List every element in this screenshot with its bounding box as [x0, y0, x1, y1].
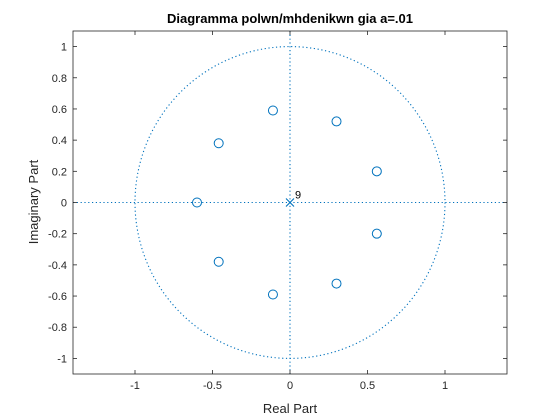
zero-marker	[331, 278, 342, 289]
zero-marker	[213, 138, 224, 149]
zero-marker	[371, 228, 382, 239]
axis-ticks: -1 -0.5 0 0.5 1 -1 -0.8 -0.6 -0.4 -0.2 0 0.2 0.4 0.6 0…	[48, 31, 507, 392]
y-tick-label: 0.2	[52, 166, 67, 178]
x-tick-label: 1	[442, 380, 448, 392]
pole-multiplicity-label: 9	[295, 190, 301, 202]
y-tick-label: -0.8	[48, 322, 67, 334]
chart-title: Diagramma polwn/mhdenikwn gia a=.01	[167, 11, 413, 26]
y-tick-label: 0.8	[52, 73, 67, 85]
x-tick-label: -0.5	[203, 380, 222, 392]
y-tick-label: -0.4	[48, 260, 67, 272]
y-tick-label: -1	[57, 353, 67, 365]
x-tick-label: -1	[130, 380, 140, 392]
y-tick-label: -0.6	[48, 291, 67, 303]
y-tick-label: 0	[61, 198, 67, 210]
y-tick-label: 1	[61, 42, 67, 54]
y-tick-label: -0.2	[48, 229, 67, 241]
y-tick-label: 0.6	[52, 104, 67, 116]
zero-marker	[267, 105, 278, 116]
y-axis-label: Imaginary Part	[26, 159, 41, 244]
x-tick-label: 0.5	[360, 380, 375, 392]
markers: 9	[192, 105, 382, 300]
x-axis-label: Real Part	[263, 401, 318, 416]
zero-marker	[371, 166, 382, 177]
zero-marker	[331, 116, 342, 127]
x-tick-label: 0	[287, 380, 293, 392]
zero-marker	[267, 289, 278, 300]
zero-marker	[213, 256, 224, 267]
pole-marker	[285, 198, 295, 207]
y-tick-label: 0.4	[52, 135, 67, 147]
zero-marker	[192, 197, 202, 208]
